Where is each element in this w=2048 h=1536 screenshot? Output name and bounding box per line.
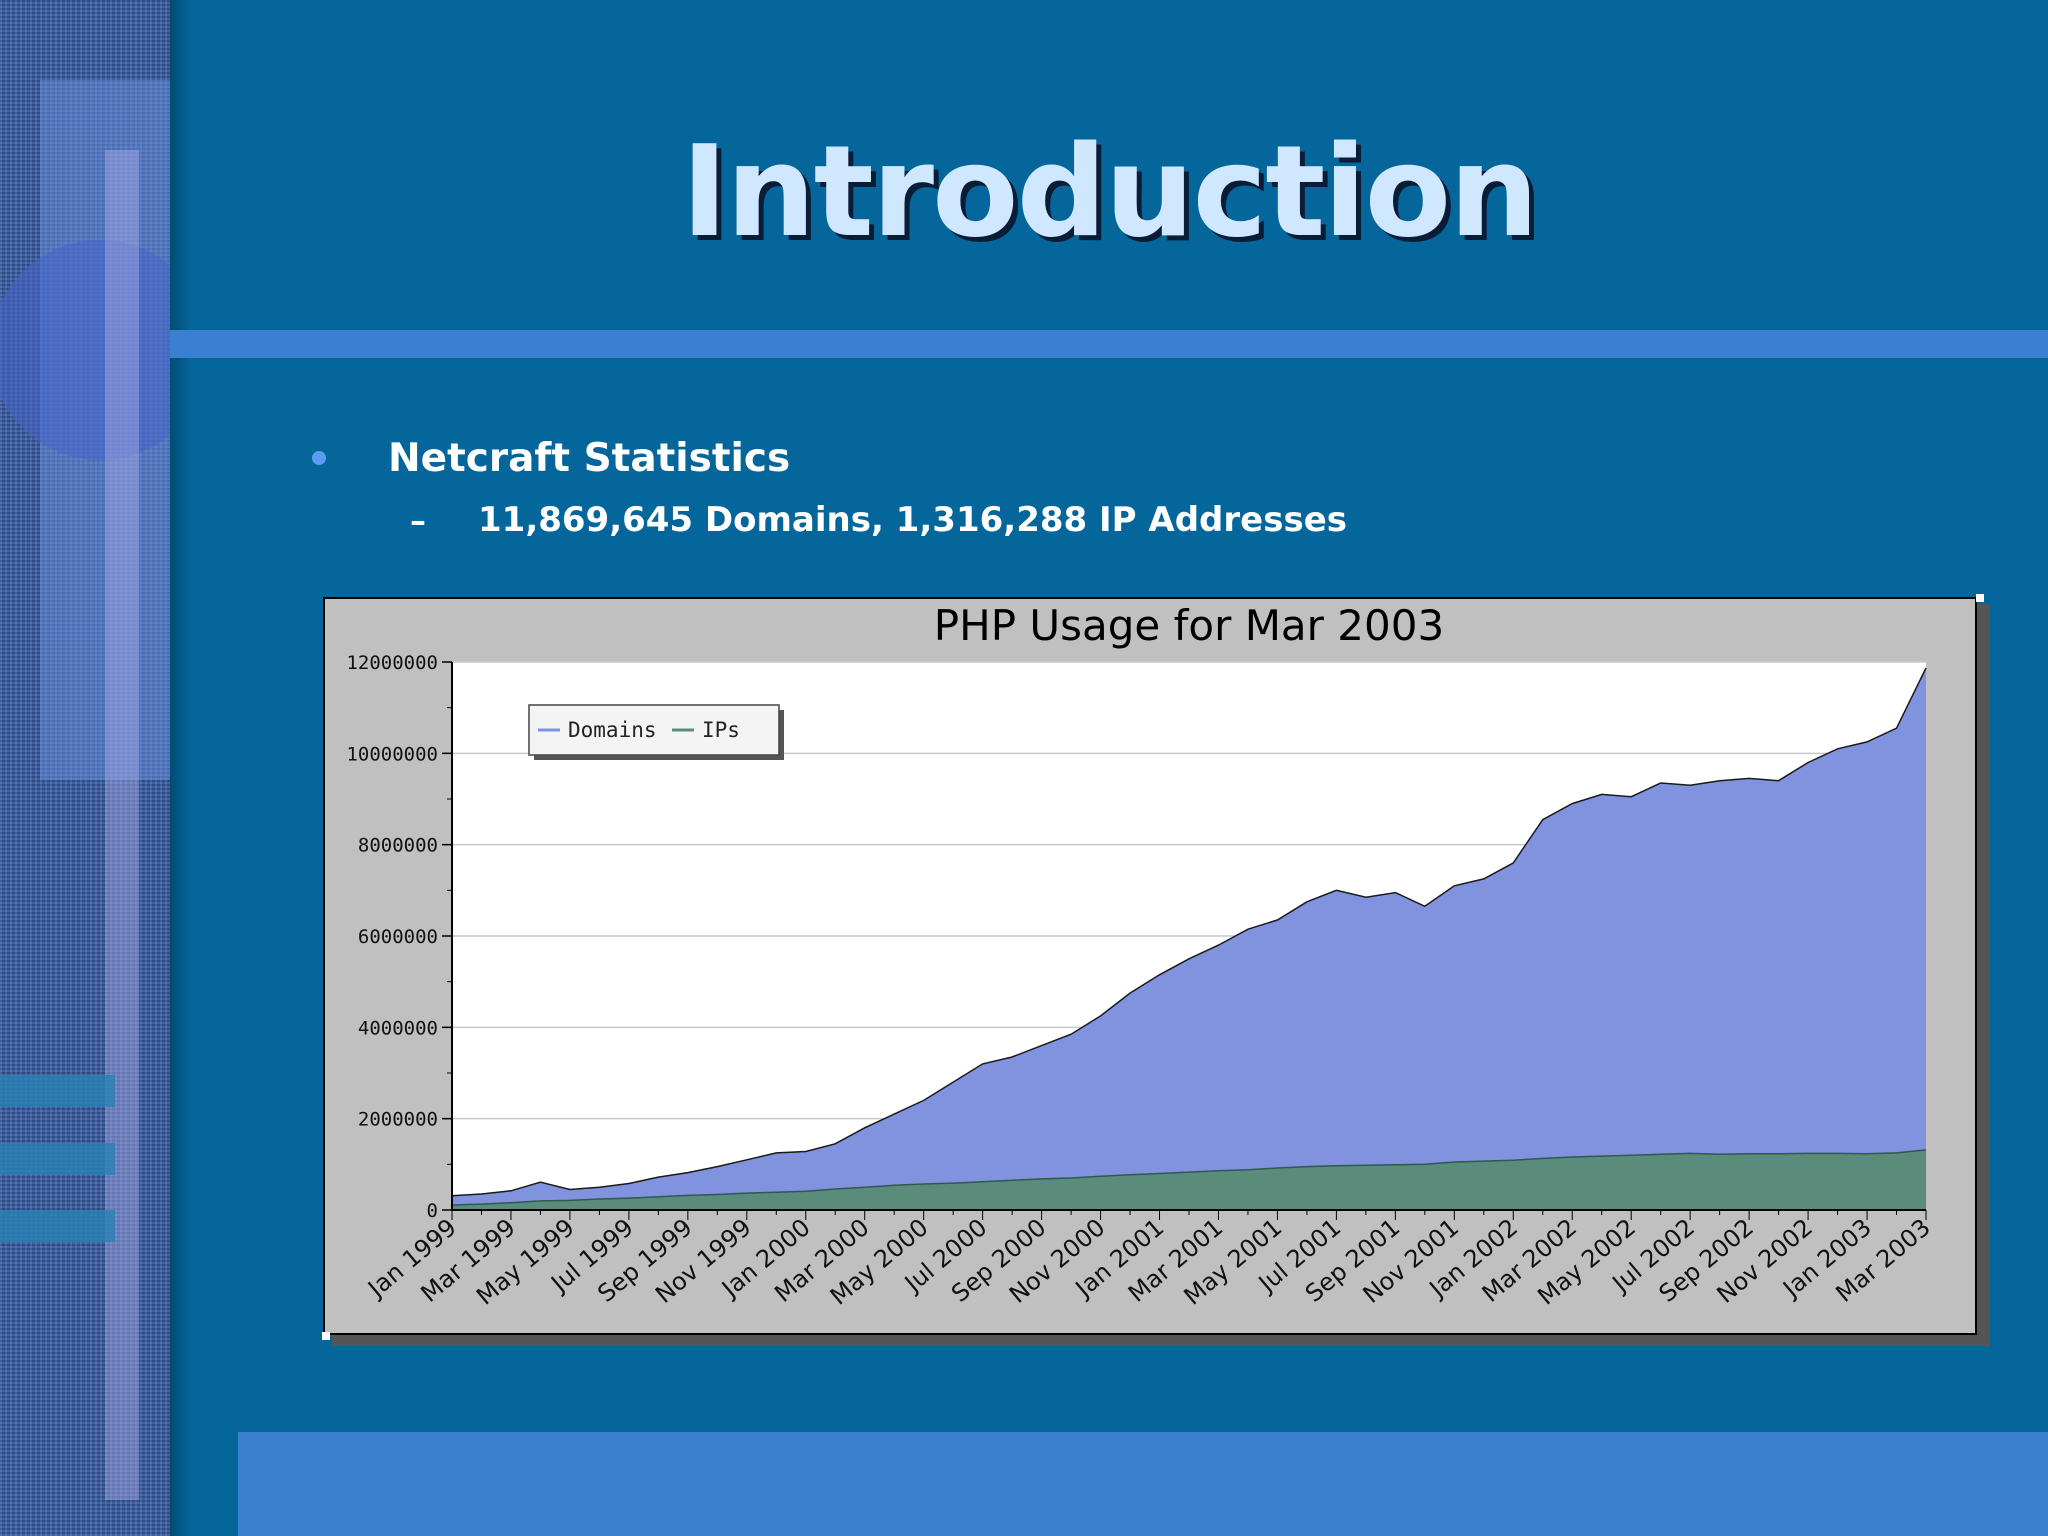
area-series-domains (452, 668, 1926, 1210)
title-divider (170, 330, 2048, 358)
y-tick-label: 0 (427, 1200, 438, 1222)
chart-legend: Domains IPs (528, 704, 784, 760)
decorative-side-strip (0, 0, 170, 1536)
legend-label-ips: IPs (702, 718, 740, 742)
strip-circle (0, 240, 170, 460)
sub-bullet-dash: – (410, 502, 426, 540)
chart-corner-mark (322, 1332, 330, 1340)
strip-band (0, 1075, 115, 1107)
legend-box (528, 704, 780, 756)
y-tick-label: 10000000 (346, 743, 438, 765)
bullet-dot-icon (312, 451, 326, 465)
y-tick-label: 6000000 (358, 926, 438, 948)
bullet-netcraft: Netcraft Statistics (388, 436, 791, 481)
area-series-ips (452, 1149, 1926, 1210)
strip-band (0, 1210, 115, 1242)
slide-title: Introduction (681, 118, 1539, 265)
y-tick-label: 12000000 (346, 652, 438, 674)
chart-title: PHP Usage for Mar 2003 (934, 601, 1444, 650)
php-usage-chart: PHP Usage for Mar 2003 0 2000000 4000000 60… (322, 594, 1990, 1346)
sub-bullet-stats: 11,869,645 Domains, 1,316,288 IP Address… (478, 500, 1347, 540)
strip-band (0, 1143, 115, 1175)
legend-label-domains: Domains (568, 718, 657, 742)
y-tick-label: 8000000 (358, 835, 438, 857)
chart-corner-mark (1976, 594, 1984, 602)
y-tick-label: 4000000 (358, 1017, 438, 1039)
data-areas (451, 667, 1927, 1210)
y-tick-label: 2000000 (358, 1109, 438, 1131)
footer-band (238, 1432, 2048, 1536)
strip-shadow (170, 0, 192, 1536)
strip-bar (105, 150, 139, 1500)
